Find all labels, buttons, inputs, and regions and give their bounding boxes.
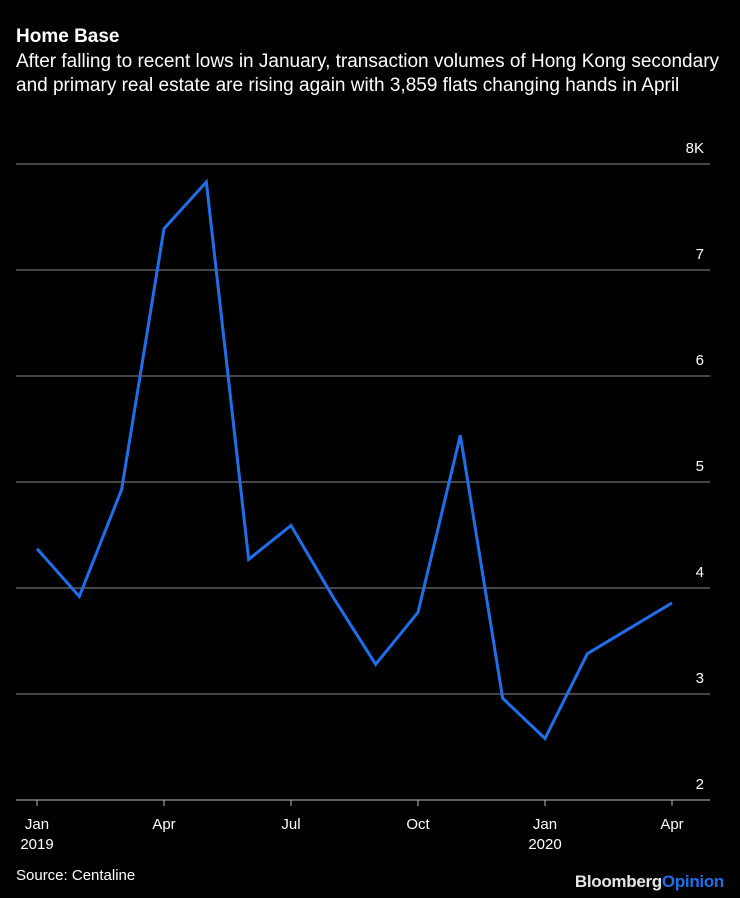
y-tick-label: 4 bbox=[696, 564, 704, 581]
bloomberg-opinion-logo: BloombergOpinion bbox=[575, 872, 724, 892]
source-note: Source: Centaline bbox=[16, 867, 136, 884]
x-tick-label: Apr bbox=[152, 816, 175, 833]
y-tick-label: 7 bbox=[696, 246, 704, 263]
logo-opinion: Opinion bbox=[661, 872, 724, 891]
chart-subtitle: After falling to recent lows in January,… bbox=[16, 51, 720, 96]
x-tick-label: Jan bbox=[25, 816, 49, 833]
y-tick-label: 5 bbox=[696, 458, 704, 475]
y-tick-label: 8K bbox=[686, 140, 704, 157]
x-tick-label: Oct bbox=[406, 816, 430, 833]
x-tick-label: Jul bbox=[281, 816, 300, 833]
y-tick-label: 6 bbox=[696, 352, 704, 369]
x-tick-label: Apr bbox=[660, 816, 683, 833]
x-tick-year: 2019 bbox=[20, 836, 53, 853]
x-tick-label: Jan bbox=[533, 816, 557, 833]
series-line bbox=[35, 178, 673, 742]
y-tick-label: 2 bbox=[696, 776, 704, 793]
logo-bloomberg: Bloomberg bbox=[574, 872, 662, 891]
y-tick-label: 3 bbox=[696, 670, 704, 687]
x-tick-year: 2020 bbox=[528, 836, 561, 853]
chart-title: Home Base bbox=[16, 26, 120, 47]
